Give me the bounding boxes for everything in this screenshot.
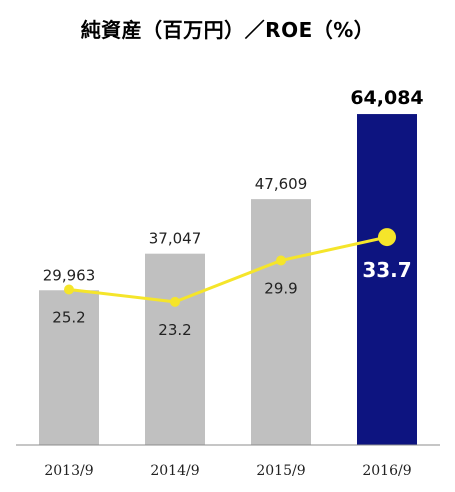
roe-data-label: 29.9: [264, 280, 297, 298]
bar-data-label: 29,963: [43, 266, 96, 284]
x-tick-label: 2016/9: [362, 463, 411, 479]
roe-data-label: 25.2: [52, 309, 85, 327]
bar: [39, 290, 99, 445]
bar-data-label: 37,047: [149, 230, 202, 248]
bar: [357, 114, 417, 445]
roe-point: [276, 255, 286, 266]
roe-data-label: 23.2: [158, 321, 191, 339]
roe-point: [64, 284, 74, 295]
x-tick-label: 2015/9: [256, 463, 305, 479]
bar: [145, 253, 205, 445]
chart-title: 純資産（百万円）／ROE（%）: [80, 18, 375, 42]
roe-data-label: 33.7: [362, 258, 411, 282]
bar-data-label: 64,084: [350, 87, 423, 109]
x-tick-label: 2014/9: [150, 463, 199, 479]
bar-data-label: 47,609: [255, 175, 308, 193]
x-tick-label: 2013/9: [44, 463, 93, 479]
roe-point: [170, 296, 180, 307]
roe-point: [378, 228, 396, 247]
bar: [251, 199, 311, 445]
roe-line: [68, 235, 388, 304]
